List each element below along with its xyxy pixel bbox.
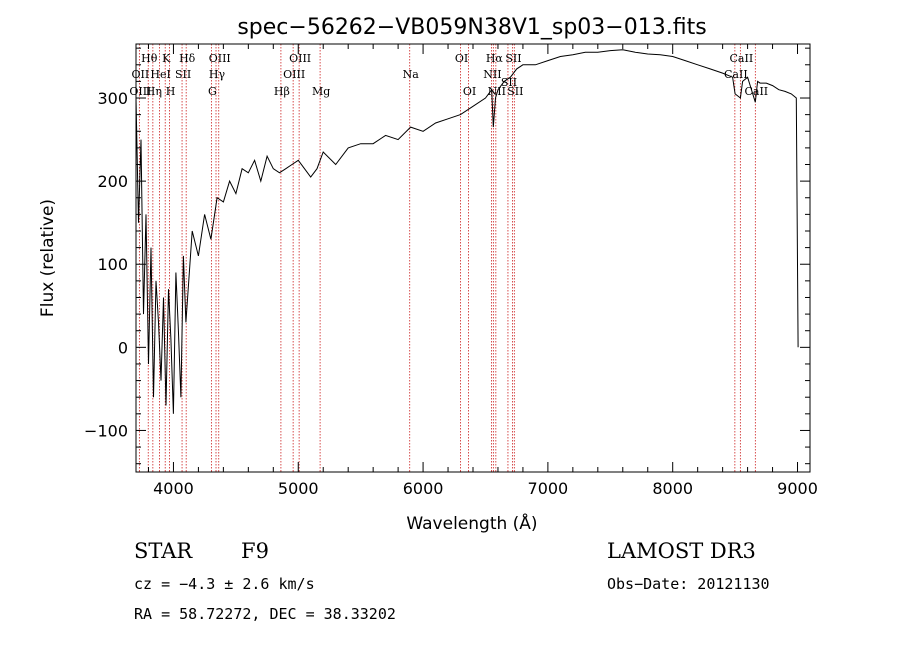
spectral-line-label: CaII [730,52,754,65]
spectral-line-label: K [162,52,171,65]
spectral-line-label: Hα [486,52,504,65]
spectral-line-label: OIII [129,85,151,98]
y-tick-label: 200 [97,172,128,191]
spectral-line-label: OIII [289,52,311,65]
plot-frame [135,43,811,473]
spectrum-series-line [135,49,799,414]
x-axis-label: Wavelength (Å) [406,512,537,534]
observation-date: Obs−Date: 20121130 [607,575,770,593]
spectral-line-markers [138,44,756,472]
spectral-line-label: OI [455,52,468,65]
spectral-line-label: NII [483,68,501,81]
y-tick-label: 100 [97,255,128,274]
spectral-line-label: SII [505,52,521,65]
y-axis-ticks: −100 0 100 200 300 [84,47,810,465]
spectral-line-label: G [208,85,217,98]
x-tick-label: 4000 [153,479,194,498]
survey-name: LAMOST DR3 [607,539,756,563]
spectral-line-label: Hβ [274,85,290,98]
spectral-line-label: OIII [283,68,305,81]
spectral-line-label: CaII [724,68,748,81]
y-axis-label: Flux (relative) [38,199,58,317]
y-tick-label: 300 [97,89,128,108]
x-tick-label: 5000 [278,479,319,498]
spectral-line-label: Hδ [179,52,196,65]
spectral-line-label: Mg [312,85,330,98]
spectral-line-label: OI [463,85,476,98]
spectral-line-label: HeI [150,68,170,81]
x-tick-label: 7000 [528,479,569,498]
object-subclass: F9 [241,539,269,563]
spectral-line-label: Hγ [209,68,226,81]
spectral-line-label: SII [507,85,523,98]
chart-title: spec−56262−VB059N38V1_sp03−013.fits [237,15,706,40]
spectral-line-label: H [166,85,176,98]
spectral-line-label: SII [175,68,191,81]
coordinates: RA = 58.72272, DEC = 38.33202 [134,605,396,623]
spectral-line-label: Hη [146,85,162,98]
x-tick-label: 9000 [777,479,818,498]
y-tick-label: −100 [84,421,128,440]
spectral-line-label: OII [132,68,150,81]
object-class: STAR [134,539,193,563]
y-tick-label: 0 [118,338,128,357]
x-tick-label: 8000 [652,479,693,498]
x-axis-ticks: 4000 5000 6000 7000 8000 9000 [147,44,818,498]
spectral-line-label: OIII [209,52,231,65]
spectral-line-label: Na [403,68,420,81]
x-tick-label: 6000 [403,479,444,498]
spectral-line-label: Hθ [141,52,158,65]
redshift-cz: cz = −4.3 ± 2.6 km/s [134,575,315,593]
spectral-line-label: SII [501,76,517,89]
